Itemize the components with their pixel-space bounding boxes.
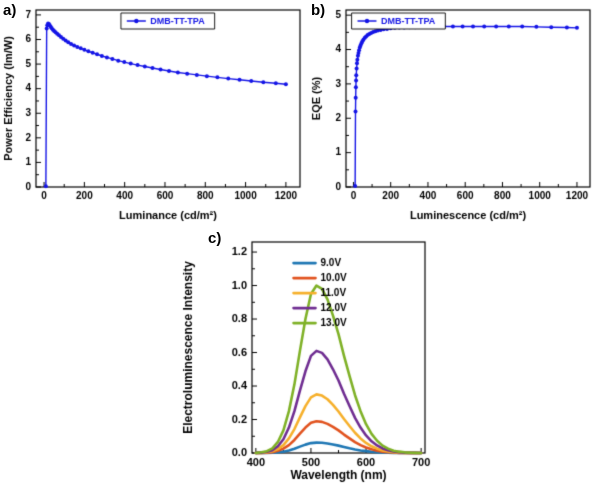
electroluminescence-spectra-chart — [180, 228, 440, 485]
power-efficiency-vs-luminance-chart — [0, 0, 310, 225]
eqe-vs-luminescence-chart — [308, 0, 602, 225]
